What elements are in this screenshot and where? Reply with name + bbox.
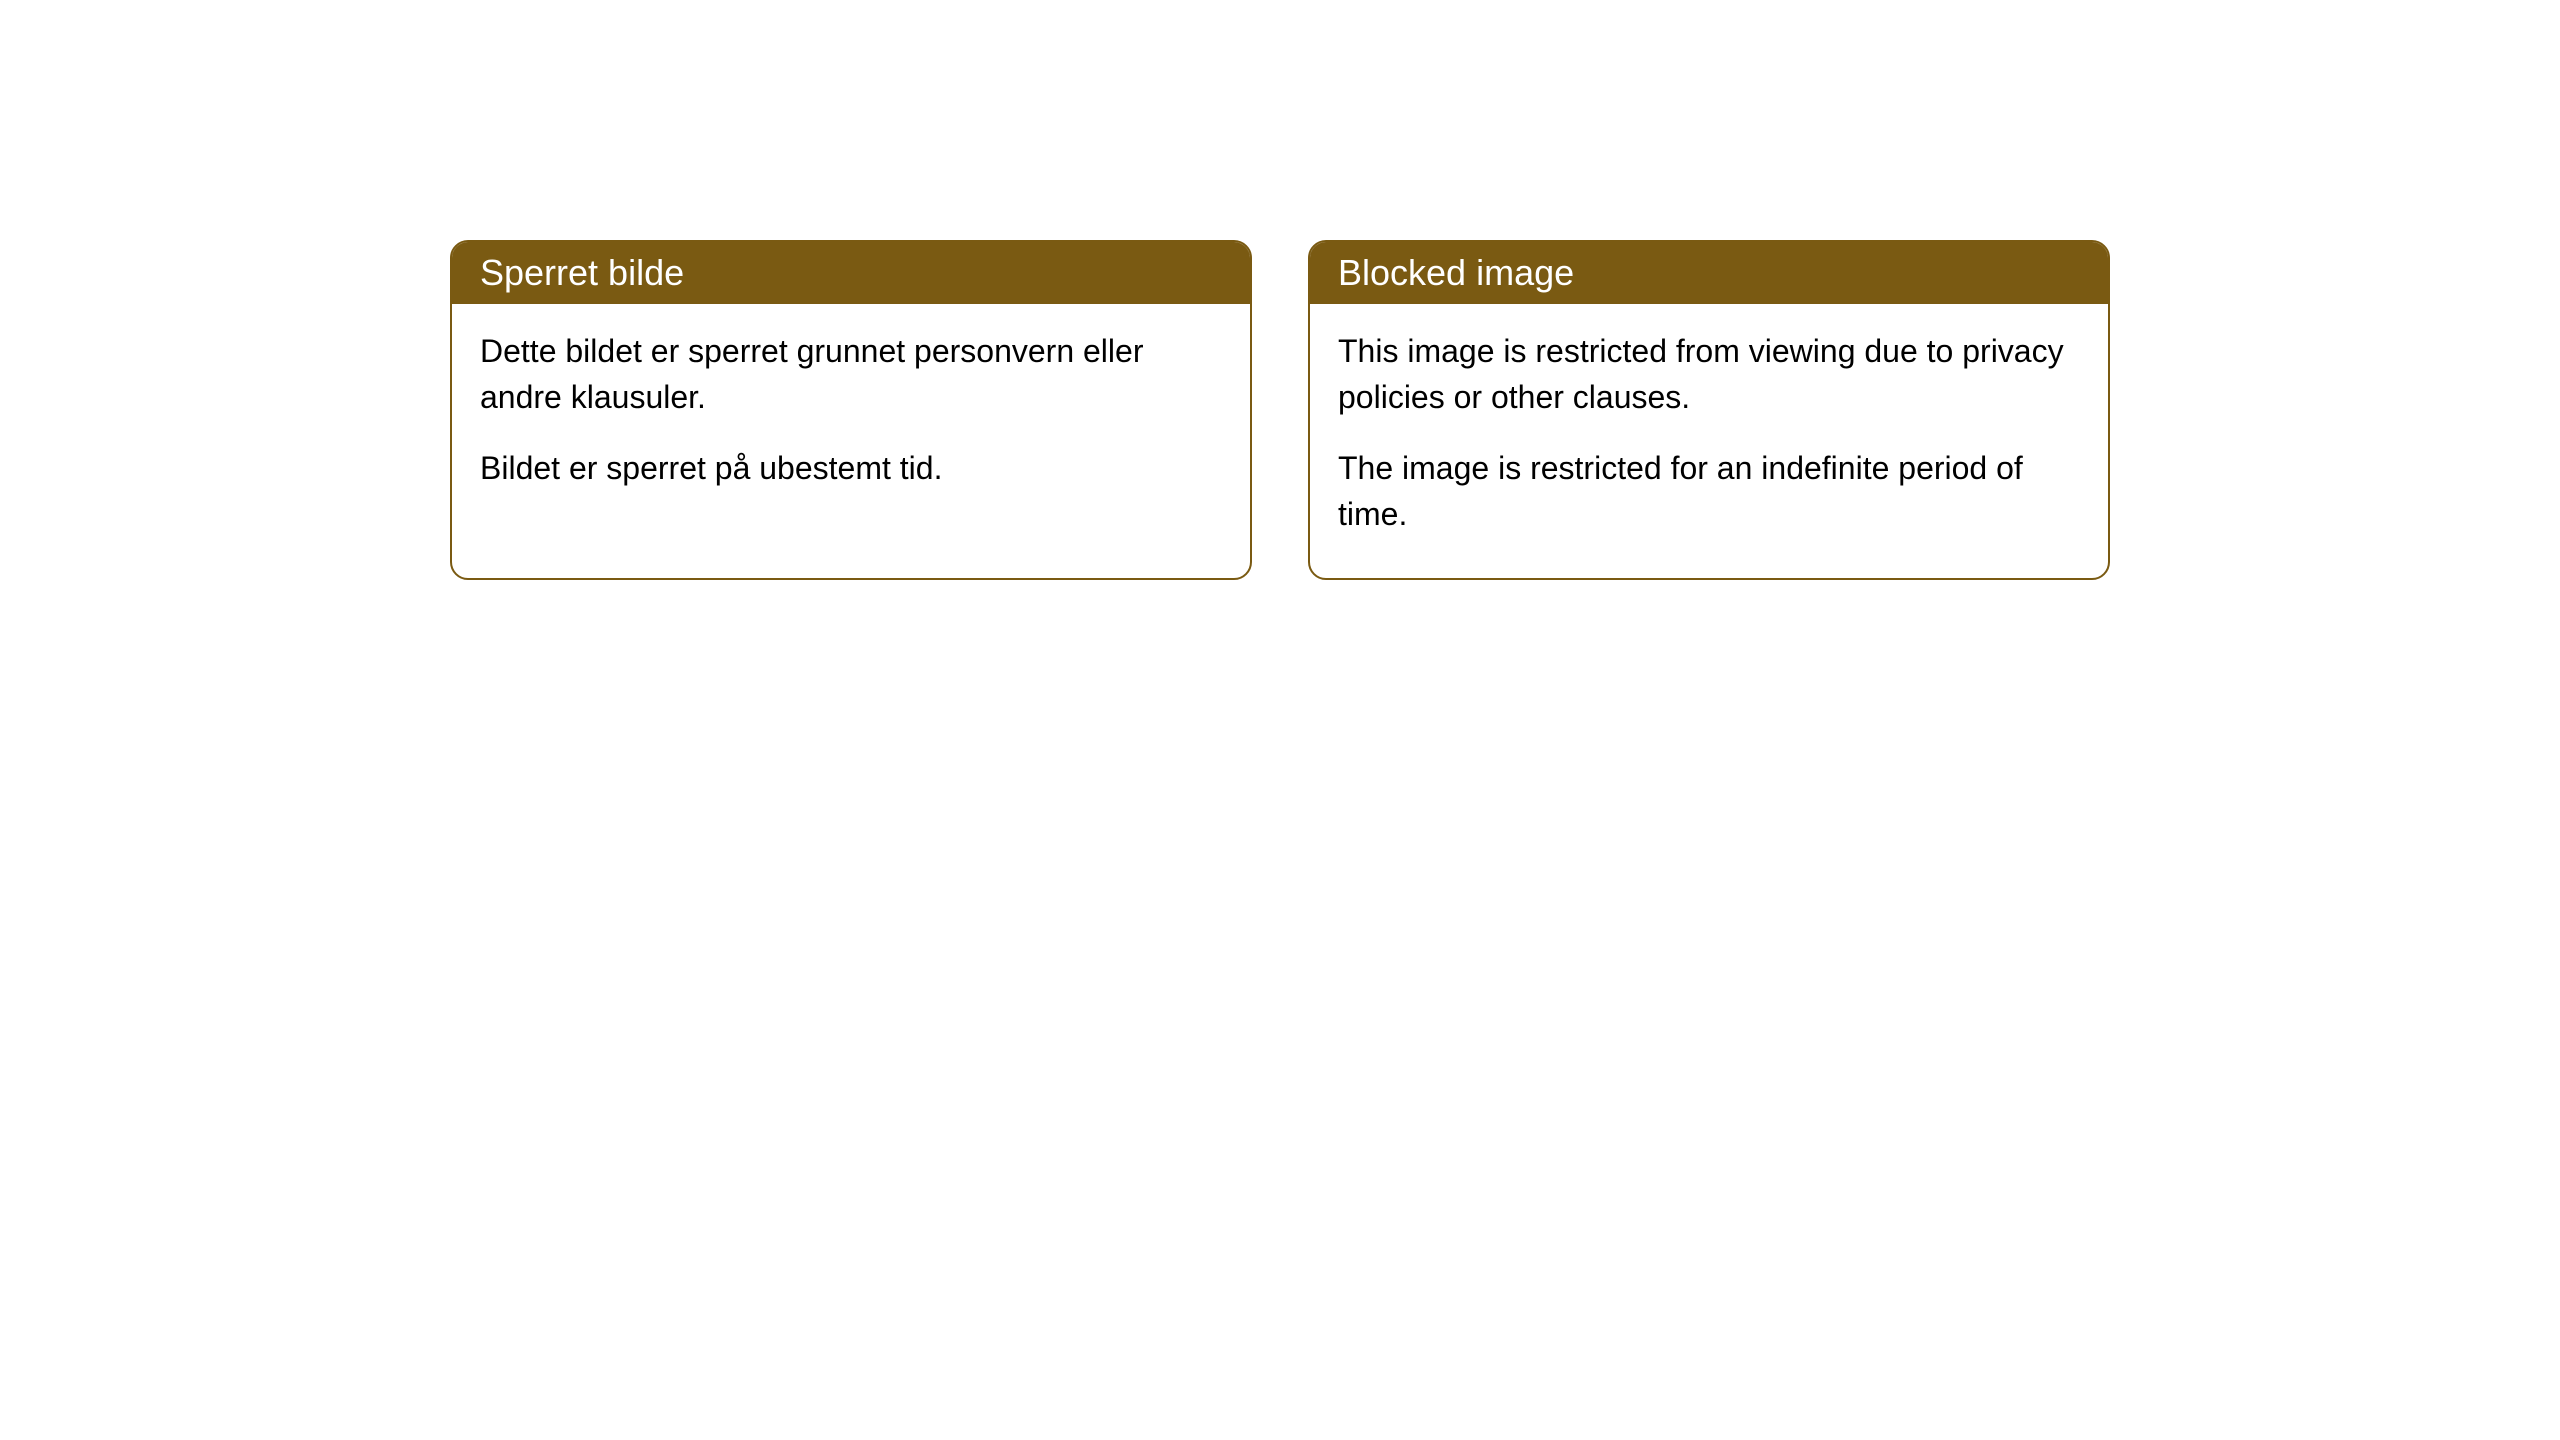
notice-card-norwegian: Sperret bilde Dette bildet er sperret gr… [450,240,1252,580]
card-text-english-2: The image is restricted for an indefinit… [1338,445,2080,538]
notice-card-english: Blocked image This image is restricted f… [1308,240,2110,580]
card-text-english-1: This image is restricted from viewing du… [1338,328,2080,421]
card-text-norwegian-1: Dette bildet er sperret grunnet personve… [480,328,1222,421]
card-text-norwegian-2: Bildet er sperret på ubestemt tid. [480,445,1222,491]
card-body-norwegian: Dette bildet er sperret grunnet personve… [452,304,1250,531]
card-body-english: This image is restricted from viewing du… [1310,304,2108,578]
card-header-english: Blocked image [1310,242,2108,304]
notice-cards-container: Sperret bilde Dette bildet er sperret gr… [450,240,2110,580]
card-header-norwegian: Sperret bilde [452,242,1250,304]
